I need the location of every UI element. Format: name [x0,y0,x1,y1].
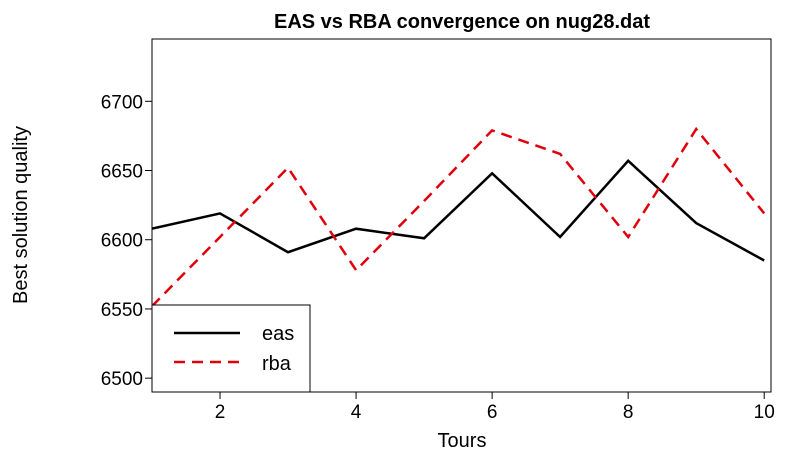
legend-box [151,304,311,393]
y-axis-label: Best solution quality [10,126,32,304]
series-line-eas [152,159,765,262]
series-layer [152,126,766,308]
legend: eas rba [151,304,311,393]
x-tick-label: 4 [351,402,362,423]
legend-label-eas: eas [262,323,294,345]
x-tick-label: 10 [754,402,775,423]
x-tick-label: 6 [487,402,498,423]
x-tick-label: 2 [215,402,226,423]
x-tick-label: 8 [623,402,634,423]
series-line-rba [152,126,766,308]
legend-label-rba: rba [262,353,292,375]
x-axis-label: Tours [438,430,487,450]
y-tick-label: 6550 [101,300,143,321]
chart-title: EAS vs RBA convergence on nug28.dat [274,11,650,33]
y-tick-label: 6500 [101,369,143,390]
y-tick-label: 6650 [101,162,143,183]
y-axis: 6500 6550 6600 6650 6700 [101,92,152,390]
x-axis: 2 4 6 8 10 [215,392,775,423]
y-tick-label: 6700 [101,92,143,113]
plot-frame [151,38,772,393]
y-tick-label: 6600 [101,231,143,252]
